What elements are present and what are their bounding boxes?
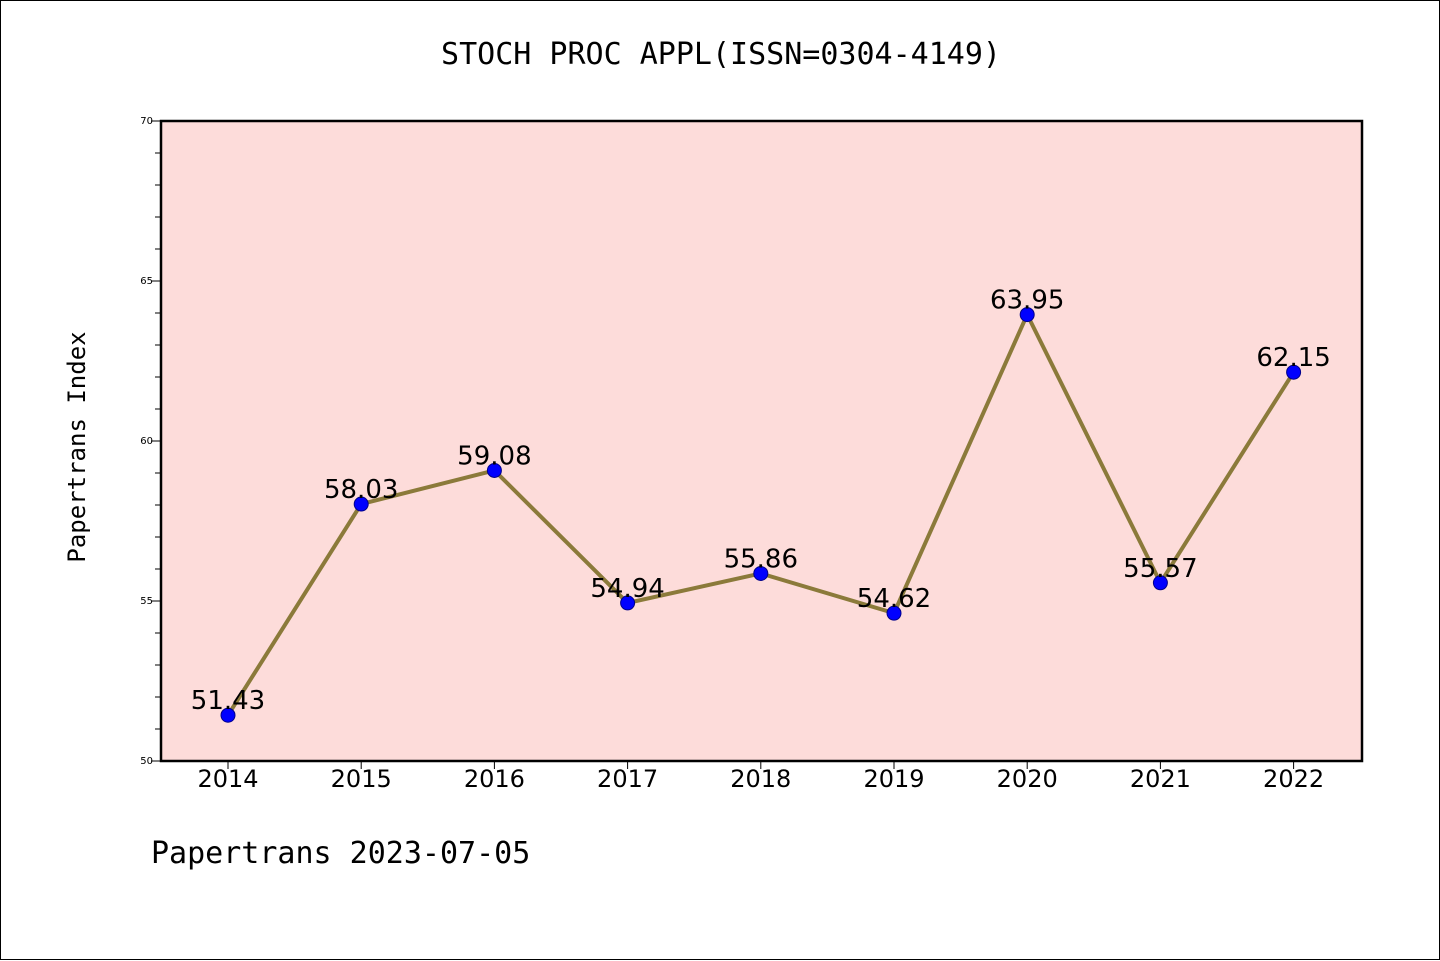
data-label: 55.86 bbox=[724, 544, 798, 574]
data-label: 58.03 bbox=[324, 475, 398, 505]
data-label: 54.62 bbox=[857, 584, 931, 614]
y-tick-label: 65 bbox=[140, 276, 153, 287]
x-tick-label: 2016 bbox=[464, 765, 525, 793]
y-tick-label: 50 bbox=[140, 756, 153, 767]
x-tick-label: 2021 bbox=[1130, 765, 1191, 793]
y-tick-label: 70 bbox=[140, 116, 153, 127]
data-point bbox=[220, 707, 236, 723]
x-tick-label: 2022 bbox=[1263, 765, 1324, 793]
data-point bbox=[753, 565, 769, 581]
data-label: 63.95 bbox=[990, 286, 1064, 316]
data-point bbox=[1286, 364, 1302, 380]
y-tick-label: 60 bbox=[140, 436, 153, 447]
x-tick-label: 2017 bbox=[597, 765, 658, 793]
plot-frame bbox=[159, 119, 1364, 763]
y-tick-label: 55 bbox=[140, 596, 153, 607]
data-point bbox=[886, 605, 902, 621]
data-point bbox=[353, 496, 369, 512]
x-tick-label: 2020 bbox=[997, 765, 1058, 793]
data-point bbox=[1019, 307, 1035, 323]
x-tick-label: 2018 bbox=[730, 765, 791, 793]
data-label: 51.43 bbox=[191, 686, 265, 716]
data-label: 59.08 bbox=[457, 441, 531, 471]
chart-title: STOCH PROC APPL(ISSN=0304-4149) bbox=[441, 37, 1001, 72]
data-point bbox=[620, 595, 636, 611]
data-point bbox=[486, 462, 502, 478]
data-label: 54.94 bbox=[590, 574, 664, 604]
data-label: 55.57 bbox=[1123, 554, 1197, 584]
x-tick-label: 2015 bbox=[331, 765, 392, 793]
x-tick-label: 2019 bbox=[863, 765, 924, 793]
data-label: 62.15 bbox=[1256, 343, 1330, 373]
footer-text: Papertrans 2023-07-05 bbox=[151, 836, 531, 871]
x-tick-label: 2014 bbox=[197, 765, 258, 793]
plot-background bbox=[161, 121, 1362, 761]
data-point bbox=[1152, 575, 1168, 591]
